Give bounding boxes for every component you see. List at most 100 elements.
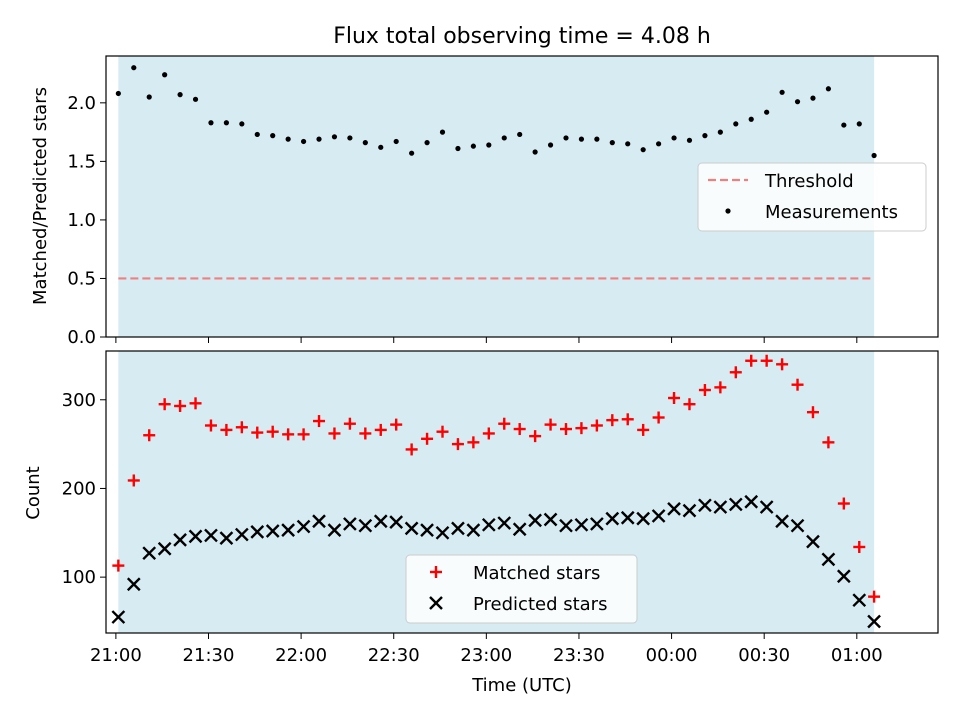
measurement-point	[810, 95, 816, 101]
matched-star-point	[235, 421, 248, 434]
predicted-star-stroke-b	[420, 523, 434, 537]
predicted-star-stroke-b	[620, 510, 635, 525]
measurement-point	[532, 149, 538, 155]
predicted-star-point	[497, 516, 512, 530]
measurement-point	[177, 92, 183, 98]
matched-star-point	[158, 398, 171, 411]
measurement-point	[208, 120, 214, 126]
measurement-point	[270, 133, 276, 139]
predicted-star-point	[867, 614, 881, 629]
predicted-star-point	[528, 513, 542, 528]
predicted-star-stroke-b	[111, 610, 126, 624]
measurement-point	[424, 140, 430, 146]
predicted-star-point	[296, 519, 311, 534]
matched-star-point	[405, 443, 418, 456]
predicted-star-stroke-b	[790, 518, 805, 533]
matched-star-point	[806, 406, 819, 419]
predicted-star-point	[728, 497, 743, 512]
top-y-tick-label: 0.5	[67, 268, 96, 289]
predicted-star-point	[620, 510, 635, 525]
matched-star-point	[328, 427, 341, 440]
top-series	[115, 65, 877, 280]
predicted-star-point	[126, 577, 141, 592]
measurement-point	[779, 89, 785, 95]
predicted-star-stroke-b	[265, 524, 280, 538]
predicted-star-stroke-b	[682, 503, 697, 518]
measurement-point	[625, 141, 631, 147]
bottom-x-ticks: 21:00 21:30 22:00 22:30 23:00 23:30 00:00 00:30…	[90, 633, 883, 666]
predicted-star-point	[343, 517, 357, 531]
measurement-point	[517, 131, 523, 138]
matched-star-point	[513, 423, 526, 436]
legend-matched-swatch	[430, 566, 442, 578]
measurement-point	[486, 142, 492, 148]
top-panel: 0.00.51.01.52.0 Matched/Predicted stars …	[30, 55, 939, 348]
top-y-tick-label: 0.0	[67, 327, 96, 348]
predicted-star-point	[389, 515, 404, 529]
predicted-star-point	[698, 498, 712, 513]
predicted-star-stroke-b	[373, 514, 388, 529]
predicted-star-stroke-b	[775, 514, 789, 529]
predicted-star-stroke-b	[867, 614, 881, 629]
bottom-y-tick-label: 100	[62, 567, 96, 588]
measurement-point	[331, 134, 338, 140]
matched-star-point	[266, 425, 279, 438]
measurement-point	[501, 135, 507, 141]
top-y-tick-label: 1.5	[67, 151, 96, 172]
predicted-star-stroke-b	[296, 519, 311, 534]
legend-threshold-label: Threshold	[764, 171, 854, 192]
predicted-star-stroke-b	[451, 521, 465, 536]
x-tick-label: 00:30	[738, 645, 790, 666]
bottom-y-tick-label: 300	[62, 390, 96, 411]
measurement-point	[347, 135, 353, 141]
predicted-star-point	[744, 494, 759, 509]
predicted-star-point	[821, 552, 836, 567]
x-tick-label: 23:30	[553, 645, 605, 666]
predicted-star-stroke-b	[312, 514, 326, 529]
matched-star-point	[529, 430, 542, 443]
measurement-point	[254, 131, 260, 138]
predicted-star-point	[358, 518, 373, 533]
predicted-star-stroke-b	[389, 515, 404, 529]
bottom-axes-frame	[105, 350, 939, 634]
predicted-star-point	[250, 525, 265, 539]
measurement-point	[439, 129, 446, 135]
matched-star-point	[421, 432, 434, 445]
predicted-star-point	[435, 525, 450, 540]
predicted-star-point	[481, 517, 496, 532]
measurement-point	[578, 136, 585, 142]
matched-star-point	[482, 427, 495, 440]
chart-title: Flux total observing time = 4.08 h	[333, 24, 711, 49]
predicted-star-point	[219, 531, 234, 545]
predicted-star-point	[852, 593, 867, 608]
matched-star-point	[853, 540, 866, 553]
measurement-point	[856, 121, 862, 127]
legend-measurements-label: Measurements	[765, 202, 898, 223]
legend-predicted-swatch	[429, 596, 443, 610]
predicted-star-stroke-b	[250, 525, 265, 539]
predicted-star-stroke-b	[142, 546, 157, 561]
matched-star-point	[575, 422, 588, 435]
measurement-point	[547, 142, 554, 148]
matched-star-point	[204, 419, 217, 432]
predicted-star-stroke-b	[234, 527, 249, 542]
matched-star-point	[776, 358, 789, 371]
measurement-point	[640, 147, 646, 153]
measurement-point	[192, 96, 199, 102]
matched-star-point	[451, 438, 464, 451]
matched-star-point	[390, 418, 403, 431]
matched-star-point	[143, 429, 156, 442]
matched-star-point	[544, 418, 557, 431]
predicted-star-stroke-b	[667, 502, 681, 516]
top-y-tick-label: 1.0	[67, 210, 96, 231]
predicted-star-point	[373, 514, 388, 529]
predicted-star-point	[466, 523, 481, 537]
predicted-star-stroke-b	[497, 516, 512, 530]
matched-star-point	[127, 474, 140, 487]
predicted-star-point	[651, 509, 666, 523]
predicted-star-stroke-b	[327, 523, 342, 537]
predicted-star-point	[775, 514, 789, 529]
measurement-point	[748, 116, 754, 122]
predicted-star-stroke-b	[343, 517, 357, 531]
measurement-point	[594, 136, 600, 142]
